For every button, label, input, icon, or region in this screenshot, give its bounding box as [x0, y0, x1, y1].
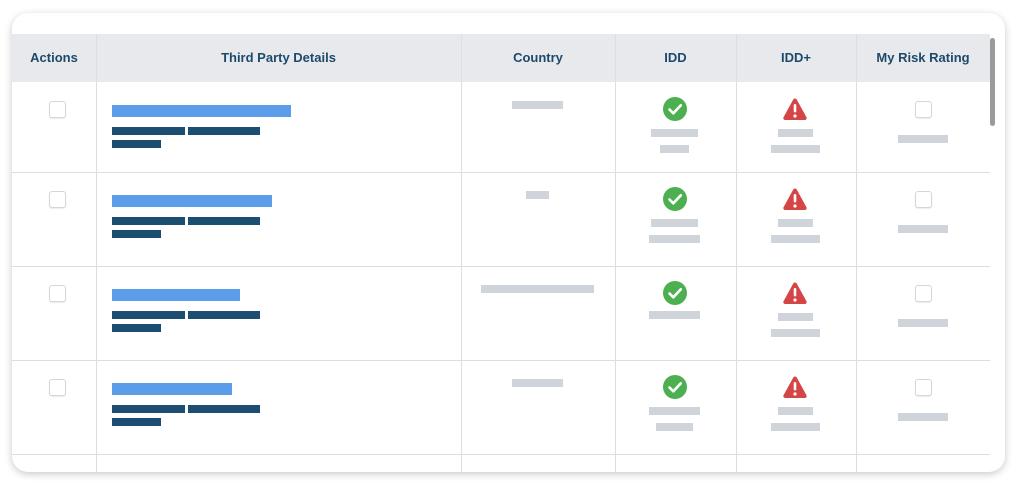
idd-plus-status-text — [771, 235, 820, 243]
third-party-detail — [112, 311, 185, 319]
idd-plus-status-text — [771, 329, 820, 337]
third-party-name-link[interactable] — [112, 289, 240, 301]
risk-rating-text — [898, 225, 948, 233]
third-party-table: Actions Third Party Details Country IDD … — [12, 13, 1005, 472]
row-select-checkbox[interactable] — [49, 101, 66, 118]
risk-rating-checkbox[interactable] — [915, 379, 932, 396]
third-party-detail — [112, 140, 161, 148]
header-actions[interactable]: Actions — [30, 50, 78, 65]
check-circle-icon — [663, 97, 687, 121]
third-party-detail — [188, 405, 260, 413]
third-party-detail — [188, 127, 260, 135]
idd-status-text — [651, 129, 698, 137]
warning-triangle-icon — [782, 281, 808, 305]
idd-plus-status-text — [771, 145, 820, 153]
warning-triangle-icon — [782, 97, 808, 121]
row-select-checkbox[interactable] — [49, 379, 66, 396]
idd-plus-status-text — [771, 423, 820, 431]
idd-plus-status-text — [778, 129, 813, 137]
idd-plus-status-text — [778, 407, 813, 415]
warning-triangle-icon — [782, 187, 808, 211]
idd-plus-status-text — [778, 219, 813, 227]
check-circle-icon — [663, 281, 687, 305]
column-divider — [615, 34, 616, 472]
row-divider — [12, 454, 990, 455]
column-divider — [96, 34, 97, 472]
idd-status-text — [649, 235, 700, 243]
header-idd-plus[interactable]: IDD+ — [781, 50, 811, 65]
idd-status-text — [649, 407, 700, 415]
warning-triangle-icon — [782, 375, 808, 399]
third-party-name-link[interactable] — [112, 195, 272, 207]
third-party-name-link[interactable] — [112, 105, 291, 117]
country-value — [512, 101, 563, 109]
column-divider — [736, 34, 737, 472]
header-idd[interactable]: IDD — [664, 50, 687, 65]
row-divider — [12, 172, 990, 173]
risk-rating-text — [898, 413, 948, 421]
risk-rating-checkbox[interactable] — [915, 285, 932, 302]
check-circle-icon — [663, 187, 687, 211]
third-party-detail — [188, 311, 260, 319]
risk-rating-text — [898, 135, 948, 143]
risk-rating-checkbox[interactable] — [915, 191, 932, 208]
third-party-name-link[interactable] — [112, 383, 232, 395]
row-select-checkbox[interactable] — [49, 191, 66, 208]
third-party-detail — [112, 217, 185, 225]
scrollbar-thumb[interactable] — [990, 38, 995, 126]
idd-status-text — [656, 423, 693, 431]
header-third-party-details[interactable]: Third Party Details — [221, 50, 336, 65]
country-value — [512, 379, 563, 387]
risk-rating-checkbox[interactable] — [915, 101, 932, 118]
check-circle-icon — [663, 375, 687, 399]
country-value — [481, 285, 594, 293]
header-country[interactable]: Country — [513, 50, 563, 65]
header-my-risk-rating[interactable]: My Risk Rating — [876, 50, 970, 65]
third-party-detail — [112, 418, 161, 426]
third-party-detail — [188, 217, 260, 225]
column-divider — [461, 34, 462, 472]
row-select-checkbox[interactable] — [49, 285, 66, 302]
third-party-detail — [112, 127, 185, 135]
idd-status-text — [649, 311, 700, 319]
third-party-detail — [112, 324, 161, 332]
column-divider — [856, 34, 857, 472]
idd-plus-status-text — [778, 313, 813, 321]
third-party-detail — [112, 230, 161, 238]
third-party-detail — [112, 405, 185, 413]
row-divider — [12, 266, 990, 267]
row-divider — [12, 360, 990, 361]
country-value — [526, 191, 549, 199]
table-header — [12, 34, 990, 82]
idd-status-text — [660, 145, 689, 153]
idd-status-text — [651, 219, 698, 227]
risk-rating-text — [898, 319, 948, 327]
